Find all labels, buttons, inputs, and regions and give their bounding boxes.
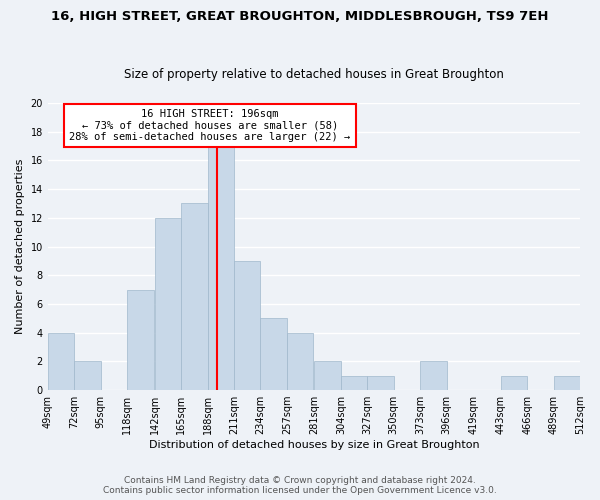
Bar bbox=[554, 376, 580, 390]
Bar bbox=[341, 376, 367, 390]
Bar bbox=[314, 362, 341, 390]
Y-axis label: Number of detached properties: Number of detached properties bbox=[15, 159, 25, 334]
Text: Contains HM Land Registry data © Crown copyright and database right 2024.
Contai: Contains HM Land Registry data © Crown c… bbox=[103, 476, 497, 495]
Bar bbox=[367, 376, 394, 390]
Text: 16 HIGH STREET: 196sqm
← 73% of detached houses are smaller (58)
28% of semi-det: 16 HIGH STREET: 196sqm ← 73% of detached… bbox=[69, 108, 350, 142]
Text: 16, HIGH STREET, GREAT BROUGHTON, MIDDLESBROUGH, TS9 7EH: 16, HIGH STREET, GREAT BROUGHTON, MIDDLE… bbox=[51, 10, 549, 23]
Bar bbox=[287, 332, 313, 390]
Title: Size of property relative to detached houses in Great Broughton: Size of property relative to detached ho… bbox=[124, 68, 504, 81]
Bar bbox=[127, 290, 154, 390]
Bar bbox=[208, 146, 234, 390]
X-axis label: Distribution of detached houses by size in Great Broughton: Distribution of detached houses by size … bbox=[149, 440, 479, 450]
Bar bbox=[580, 376, 600, 390]
Bar bbox=[181, 204, 208, 390]
Bar bbox=[500, 376, 527, 390]
Bar bbox=[420, 362, 446, 390]
Bar bbox=[155, 218, 181, 390]
Bar bbox=[260, 318, 287, 390]
Bar bbox=[48, 332, 74, 390]
Bar bbox=[74, 362, 101, 390]
Bar bbox=[234, 261, 260, 390]
